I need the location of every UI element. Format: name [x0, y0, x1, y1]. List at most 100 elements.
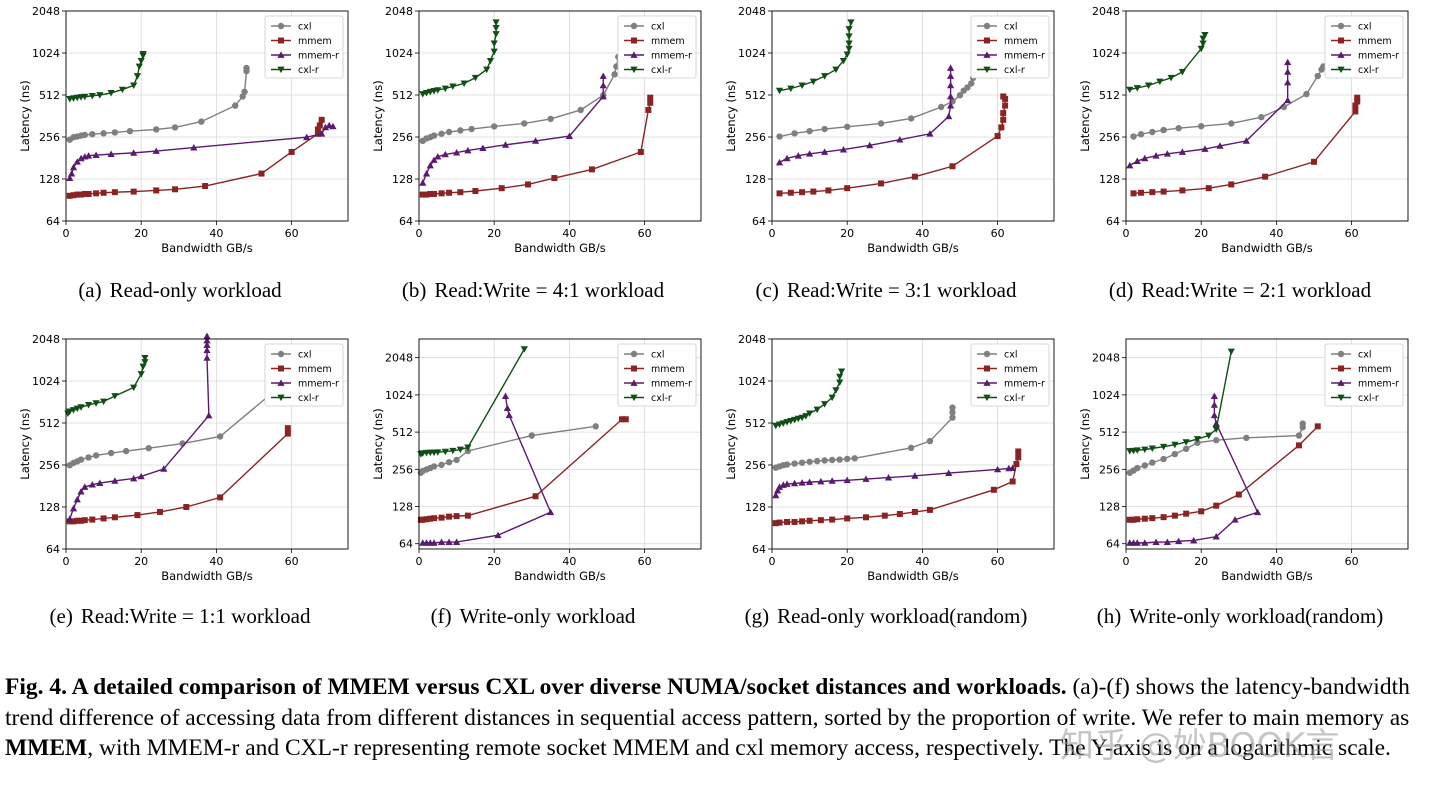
panel-label: (c): [755, 278, 779, 302]
data-point: [419, 516, 426, 523]
legend-label: cxl: [1004, 350, 1018, 361]
x-tick-label: 60: [991, 227, 1005, 240]
plot-frame: [771, 10, 1055, 222]
legend-label: cxl: [298, 22, 312, 33]
data-point: [521, 120, 528, 127]
data-point: [69, 163, 78, 171]
legend-marker: [1337, 51, 1345, 58]
data-point: [434, 87, 442, 94]
x-axis-label: Bandwidth GB/s: [514, 241, 606, 255]
legend-label: cxl: [1358, 22, 1372, 33]
data-point: [152, 147, 160, 154]
x-tick-label: 40: [209, 227, 223, 240]
data-point: [85, 190, 92, 197]
legend-box: [1324, 343, 1404, 407]
data-point: [1311, 158, 1317, 165]
data-point: [1190, 536, 1198, 544]
data-point: [1015, 448, 1022, 455]
series-cxl: [66, 64, 250, 143]
data-point: [1149, 128, 1156, 136]
data-point: [303, 133, 311, 141]
y-tick-label: 512: [745, 89, 766, 102]
data-point: [907, 115, 915, 122]
data-point: [877, 120, 885, 127]
panel-subcaption: (d) Read:Write = 2:1 workload: [1060, 278, 1420, 303]
data-point: [205, 411, 213, 419]
panel-label: (g): [744, 604, 770, 628]
plot-frame: [1125, 10, 1409, 222]
data-point: [471, 74, 479, 82]
data-point: [791, 130, 798, 137]
data-point: [836, 379, 844, 387]
data-point: [844, 185, 851, 192]
data-point: [990, 486, 997, 493]
panel-title: Read:Write = 2:1 workload: [1141, 278, 1372, 302]
x-axis-label: Bandwidth GB/s: [161, 241, 253, 255]
x-axis-label: Bandwidth GB/s: [161, 569, 253, 583]
data-point: [956, 92, 964, 99]
x-tick-label: 40: [562, 227, 576, 240]
series-cxl: [417, 423, 599, 476]
x-tick-label: 60: [991, 555, 1005, 568]
data-point: [84, 402, 93, 409]
plot-frame: [418, 10, 702, 222]
data-point: [464, 444, 472, 451]
data-point: [547, 115, 554, 123]
legend-label: cxl: [1004, 22, 1018, 33]
chart-svg: 0 20 40 60 64 128 256 512 1024 2048 Bandwidth GB/s…: [1078, 338, 1409, 583]
data-point: [203, 354, 211, 361]
y-tick-label: 256: [745, 131, 766, 144]
data-point: [1197, 45, 1205, 53]
data-point: [599, 81, 607, 89]
data-point: [947, 92, 955, 100]
y-tick-label: 64: [399, 215, 413, 228]
chart-svg: 0 20 40 60 64 128 256 512 1024 2048 Bandwidth GB/s…: [724, 5, 1055, 255]
series-cxl: [1130, 63, 1327, 140]
data-point: [1175, 125, 1182, 132]
data-point: [1137, 131, 1145, 138]
legend-marker: [630, 22, 638, 30]
data-point: [74, 191, 81, 198]
data-point: [1160, 455, 1167, 463]
x-axis-label: Bandwidth GB/s: [514, 569, 606, 583]
data-point: [137, 472, 145, 480]
data-point: [1210, 411, 1218, 419]
data-point: [926, 130, 934, 137]
figure-caption: Fig. 4. A detailed comparison of MMEM ve…: [5, 672, 1437, 764]
data-point: [284, 430, 291, 437]
data-point: [89, 516, 96, 523]
data-point: [863, 514, 869, 521]
series-mmem-r: [66, 332, 213, 522]
data-point: [896, 136, 904, 143]
chart-panel: 0 20 40 60 64 128 256 512 1024 2048 Bandwidth GB/s…: [0, 0, 360, 320]
data-point: [1194, 439, 1201, 446]
data-point: [774, 486, 782, 494]
x-tick-label: 20: [840, 227, 854, 240]
data-point: [77, 488, 85, 495]
y-tick-label: 256: [1099, 131, 1120, 144]
data-point: [1198, 122, 1205, 130]
data-point: [945, 469, 953, 476]
data-point: [1284, 78, 1292, 86]
data-point: [806, 410, 814, 417]
data-point: [427, 190, 434, 197]
caption-text-1: (a)-(f) shows the latency-bandwidth tren…: [5, 674, 1410, 731]
data-point: [1130, 190, 1137, 197]
series-mmem: [66, 116, 325, 199]
data-point: [1216, 142, 1224, 149]
data-point: [783, 480, 791, 487]
data-point: [968, 80, 975, 87]
legend-label: cxl-r: [298, 65, 319, 76]
data-point: [551, 175, 558, 182]
y-tick-label: 1024: [385, 47, 413, 60]
series-line-cxl-r: [420, 348, 525, 455]
legend-marker: [1337, 22, 1345, 30]
data-point: [1133, 447, 1141, 454]
y-tick-label: 1024: [1092, 47, 1120, 60]
data-point: [1013, 461, 1020, 468]
data-point: [1178, 68, 1186, 76]
data-point: [821, 148, 829, 155]
x-tick-label: 60: [638, 227, 652, 240]
data-point: [449, 83, 457, 91]
data-point: [111, 129, 119, 136]
